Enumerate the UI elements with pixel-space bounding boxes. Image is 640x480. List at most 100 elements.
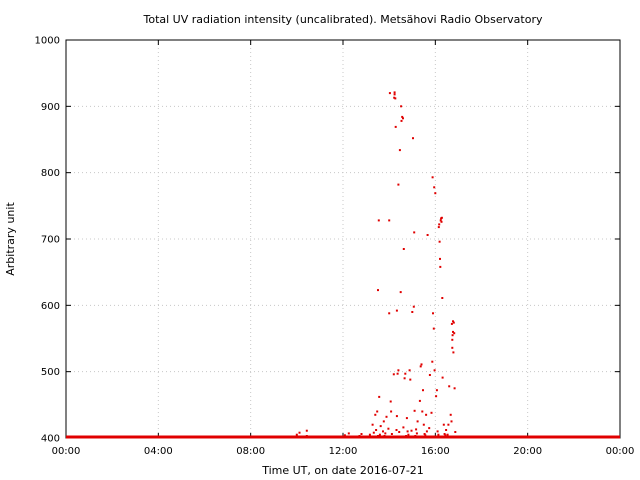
data-point [397, 183, 400, 186]
data-point [441, 376, 444, 379]
data-point [442, 423, 445, 426]
data-point [411, 311, 414, 313]
data-point [429, 435, 432, 438]
data-point [400, 105, 403, 108]
data-point [374, 435, 377, 438]
data-point [435, 389, 438, 392]
data-point [423, 433, 426, 435]
data-point [385, 415, 388, 418]
data-point [408, 369, 411, 372]
data-point [330, 435, 333, 438]
data-point [449, 435, 451, 438]
data-point [452, 351, 455, 354]
data-point [383, 435, 386, 437]
data-point [439, 219, 442, 222]
data-point [394, 97, 397, 100]
data-point [416, 420, 419, 423]
data-point [409, 378, 412, 381]
data-point [390, 433, 393, 435]
data-point [401, 115, 404, 118]
data-point [424, 434, 427, 437]
data-point [388, 92, 391, 95]
data-point [399, 291, 402, 294]
data-point [402, 426, 405, 429]
data-point [392, 373, 395, 376]
data-point [285, 436, 288, 439]
data-point [347, 432, 350, 435]
data-point [428, 427, 431, 430]
data-point [445, 435, 448, 438]
y-tick-label: 800 [41, 168, 60, 179]
x-tick-label: 00:00 [52, 446, 81, 457]
data-point [295, 433, 298, 436]
data-point [388, 312, 391, 315]
data-point [403, 377, 406, 380]
data-point [377, 435, 379, 437]
data-point [450, 420, 453, 423]
data-point [404, 372, 407, 375]
data-point [396, 372, 399, 375]
chart-title: Total UV radiation intensity (uncalibrat… [143, 13, 543, 26]
data-point [425, 430, 428, 433]
data-point [430, 411, 433, 414]
data-point [447, 423, 450, 426]
data-point [410, 429, 413, 432]
data-point [434, 192, 437, 195]
y-tick-label: 600 [41, 301, 60, 312]
x-tick-label: 00:00 [606, 446, 635, 457]
data-point [298, 431, 301, 434]
y-tick-label: 400 [41, 434, 60, 445]
x-tick-label: 08:00 [236, 446, 265, 457]
data-point [412, 305, 415, 308]
data-point [426, 234, 429, 236]
data-point [428, 374, 431, 376]
data-point [438, 240, 441, 243]
data-point [405, 435, 408, 437]
data-point [442, 435, 444, 438]
data-point [371, 423, 374, 426]
data-point [394, 125, 397, 128]
data-point [432, 327, 435, 330]
data-point [452, 321, 455, 324]
data-point [398, 149, 401, 152]
y-tick-label: 900 [41, 102, 60, 113]
data-point [397, 369, 400, 372]
data-point [392, 435, 394, 438]
data-point [452, 320, 454, 323]
data-point [417, 435, 420, 438]
data-point [451, 334, 454, 337]
data-point [393, 93, 396, 96]
data-point [413, 409, 416, 412]
data-point [415, 428, 418, 431]
data-point [450, 322, 453, 325]
data-point [413, 231, 416, 234]
y-axis-label: Arbitrary unit [4, 202, 17, 276]
data-point [358, 435, 361, 437]
data-point [376, 410, 379, 413]
x-tick-label: 20:00 [513, 446, 542, 457]
data-point [437, 226, 440, 229]
x-axis-label: Time UT, on date 2016-07-21 [261, 464, 424, 477]
data-point [368, 433, 371, 436]
data-point [427, 435, 430, 438]
data-point [425, 413, 428, 416]
data-point [305, 435, 308, 437]
data-point [443, 433, 446, 435]
data-point [452, 330, 454, 333]
data-point [440, 220, 443, 223]
data-points [285, 91, 458, 439]
data-point [343, 434, 346, 437]
data-point [449, 413, 452, 416]
data-point [305, 429, 308, 432]
data-point [380, 435, 383, 438]
data-point [438, 223, 441, 226]
data-point [431, 360, 434, 363]
data-point [445, 429, 448, 431]
data-point [453, 332, 456, 335]
data-point [436, 430, 439, 433]
data-point [419, 365, 422, 368]
data-point [440, 216, 443, 219]
data-point [421, 410, 424, 413]
data-point [382, 430, 384, 433]
